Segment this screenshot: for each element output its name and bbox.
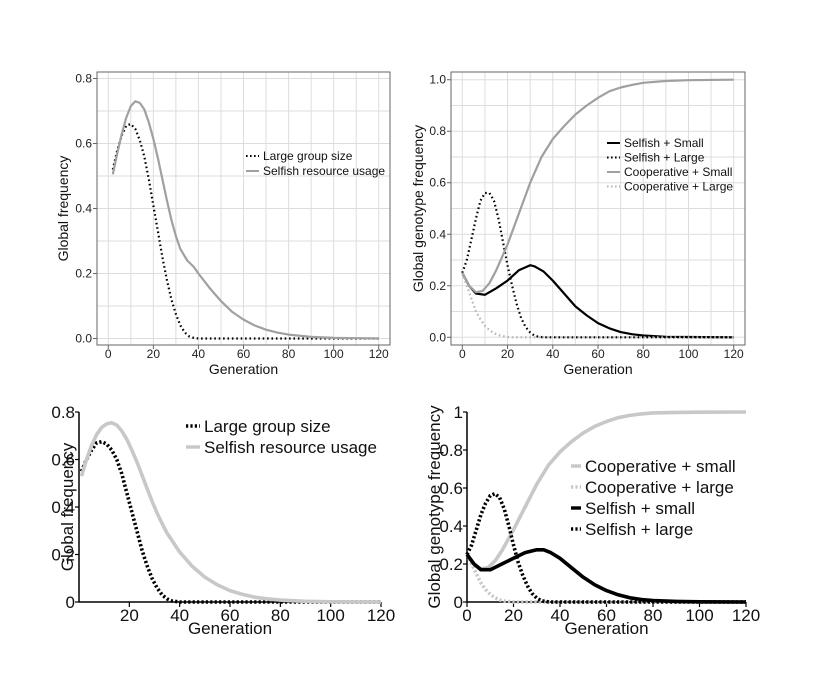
x-tick-label: 120	[367, 606, 395, 625]
legend-entry: Selfish + large	[585, 520, 693, 539]
legend-entry: Selfish resource usage	[204, 438, 377, 457]
gridlines	[97, 72, 390, 345]
x-tick-label: 60	[221, 606, 240, 625]
x-tick-label: 40	[192, 347, 206, 361]
y-tick-label: 0.4	[429, 227, 446, 241]
chart-panel-br: 0 20 40 60 80 100 120 0 0.2 0.4 0.6 0.8 1 Generation G…	[425, 403, 760, 638]
y-tick-label: 0.2	[75, 267, 92, 281]
x-tick-label: 120	[732, 606, 760, 625]
x-axis-label: Generation	[564, 619, 648, 638]
y-tick-label: 0.6	[51, 451, 75, 470]
x-tick-label: 80	[637, 347, 651, 361]
legend-entry: Cooperative + Small	[624, 165, 732, 179]
y-axis-label: Global frequency	[55, 156, 71, 262]
x-tick-label: 120	[369, 347, 389, 361]
y-tick-label: 0.6	[439, 479, 463, 498]
x-tick-label: 60	[591, 347, 605, 361]
y-tick-label: 0.6	[75, 137, 92, 151]
legend-entry: Cooperative + small	[585, 457, 736, 476]
legend-entry: Cooperative + large	[585, 478, 734, 497]
series-line-cooperative-small	[465, 410, 747, 571]
x-tick-label: 80	[282, 347, 296, 361]
series-line-selfish-large	[461, 191, 734, 339]
series-line-selfish-small	[461, 264, 734, 339]
legend-entry: Selfish + Small	[624, 136, 704, 150]
x-tick-label: 20	[504, 606, 523, 625]
series-line-selfish-large	[465, 491, 746, 604]
chart-panel-bl: 20 40 60 80 100 120 0 0.2 0.4 0.6 0.8 Generation Glo…	[51, 403, 395, 638]
legend-entry: Large group size	[263, 149, 353, 163]
legend-entry: Selfish resource usage	[263, 164, 385, 178]
series-line-cooperative-small	[461, 78, 734, 294]
x-tick-label: 80	[644, 606, 663, 625]
y-tick-label: 0.4	[439, 517, 463, 536]
y-tick-label: 0.4	[51, 498, 75, 517]
y-tick-label: 0.8	[429, 124, 446, 138]
y-tick-label: 0.2	[429, 279, 446, 293]
x-tick-label: 20	[501, 347, 515, 361]
series-line-large-group-size	[79, 439, 381, 604]
gridlines	[451, 72, 745, 345]
x-tick-label: 80	[271, 606, 290, 625]
chart-panel-tr: 0 20 40 60 80 100 120 0.0 0.2 0.4 0.6 0.8 1.0 Generat…	[410, 71, 746, 377]
y-tick-label: 0	[66, 593, 75, 612]
x-tick-label: 100	[316, 606, 344, 625]
x-axis-label: Generation	[188, 619, 272, 638]
series-line-selfish-small	[465, 547, 747, 604]
y-tick-label: 0.8	[75, 72, 92, 86]
y-tick-label: 0.0	[75, 332, 92, 346]
legend: Cooperative + small Cooperative + large Se…	[571, 457, 736, 539]
y-tick-label: 0.6	[429, 176, 446, 190]
y-tick-label: 0.0	[429, 330, 446, 344]
y-tick-label: 0.8	[439, 441, 463, 460]
chart-panel-tl: 0 20 40 60 80 100 120 0.0 0.2 0.4 0.6 0.8 Generation…	[55, 71, 391, 377]
series-line-cooperative-large	[461, 272, 734, 339]
x-tick-label: 100	[685, 606, 713, 625]
x-tick-label: 0	[459, 347, 466, 361]
x-tick-label: 40	[546, 347, 560, 361]
y-tick-label: 0	[454, 593, 463, 612]
y-tick-label: 0.2	[51, 546, 75, 565]
legend: Large group size Selfish resource usage	[186, 417, 377, 457]
legend-entry: Selfish + Large	[624, 151, 705, 165]
x-tick-label: 40	[170, 606, 189, 625]
legend-entry: Large group size	[204, 417, 331, 436]
y-tick-label: 1.0	[429, 73, 446, 87]
x-tick-label: 120	[724, 347, 744, 361]
legend-entry: Selfish + small	[585, 499, 695, 518]
y-tick-label: 0.4	[75, 202, 92, 216]
x-tick-label: 40	[551, 606, 570, 625]
y-axis-label: Global genotype frequency	[410, 125, 426, 292]
x-tick-label: 20	[120, 606, 139, 625]
series-line-cooperative-large	[465, 553, 746, 604]
series-line-selfish-resource-usage	[79, 420, 382, 604]
legend-entry: Cooperative + Large	[624, 180, 733, 194]
x-axis-label: Generation	[209, 361, 278, 377]
x-tick-label: 0	[105, 347, 112, 361]
x-tick-label: 100	[678, 347, 698, 361]
x-tick-label: 20	[147, 347, 161, 361]
y-tick-label: 1	[454, 403, 463, 422]
series-line-selfish-resource-usage	[111, 100, 379, 340]
x-axis-label: Generation	[563, 361, 632, 377]
y-tick-label: 0.8	[51, 403, 75, 422]
x-tick-label: 0	[462, 606, 471, 625]
x-tick-label: 60	[237, 347, 251, 361]
y-axis-label: Global frequency	[58, 442, 77, 571]
x-tick-label: 60	[597, 606, 616, 625]
y-axis-label: Global genotype frequency	[425, 405, 444, 609]
series-line-large-group-size	[111, 122, 379, 340]
y-tick-label: 0.2	[439, 555, 463, 574]
x-tick-label: 100	[324, 347, 344, 361]
